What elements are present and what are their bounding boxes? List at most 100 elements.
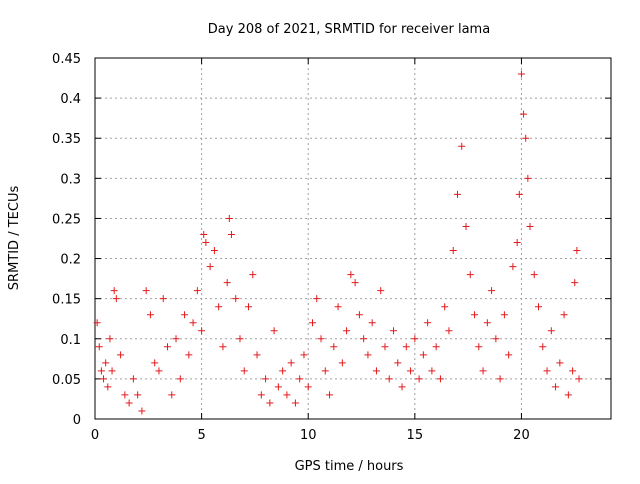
data-point: [475, 343, 483, 351]
data-point: [351, 279, 359, 287]
data-point: [102, 359, 110, 367]
data-point: [287, 359, 295, 367]
data-point: [355, 311, 363, 319]
data-point: [466, 271, 474, 279]
y-tick-label: 0.15: [52, 293, 81, 308]
data-point: [453, 190, 461, 198]
data-point: [343, 327, 351, 335]
data-point: [202, 239, 210, 247]
y-tick-label: 0.1: [60, 333, 81, 348]
data-point: [526, 222, 534, 230]
data-point: [134, 391, 142, 399]
x-tick-label: 5: [197, 428, 205, 443]
data-point: [445, 327, 453, 335]
data-point: [360, 335, 368, 343]
data-point: [223, 279, 231, 287]
data-point: [385, 375, 393, 383]
chart-title: Day 208 of 2021, SRMTID for receiver lam…: [208, 22, 490, 37]
data-point: [262, 375, 270, 383]
data-point: [138, 407, 146, 415]
data-point: [496, 375, 504, 383]
data-point: [432, 343, 440, 351]
data-point: [338, 359, 346, 367]
data-point: [517, 70, 525, 78]
data-point: [471, 311, 479, 319]
data-point: [520, 110, 528, 118]
data-point: [560, 311, 568, 319]
data-point: [189, 319, 197, 327]
data-point: [483, 319, 491, 327]
data-point: [215, 303, 223, 311]
data-point: [206, 263, 214, 271]
data-point: [556, 359, 564, 367]
data-point: [193, 287, 201, 295]
y-tick-label: 0.35: [52, 132, 81, 147]
x-axis: 0 5 10 15 20: [91, 58, 530, 443]
data-point: [125, 399, 133, 407]
data-point: [543, 367, 551, 375]
data-point: [462, 222, 470, 230]
data-point: [552, 383, 560, 391]
data-point: [500, 311, 508, 319]
data-point: [509, 263, 517, 271]
data-point: [569, 367, 577, 375]
data-point: [129, 375, 137, 383]
x-tick-label: 10: [300, 428, 317, 443]
x-tick-label: 0: [91, 428, 99, 443]
y-tick-label: 0.4: [60, 92, 81, 107]
data-point: [326, 391, 334, 399]
data-point: [270, 327, 278, 335]
data-point: [539, 343, 547, 351]
data-point: [530, 271, 538, 279]
data-point: [304, 383, 312, 391]
data-point: [266, 399, 274, 407]
data-point: [200, 230, 208, 238]
data-point: [291, 399, 299, 407]
y-tick-label: 0.2: [60, 253, 81, 268]
data-point: [104, 383, 112, 391]
data-point: [300, 351, 308, 359]
data-point: [308, 319, 316, 327]
data-point: [458, 142, 466, 150]
data-point: [159, 295, 167, 303]
data-point: [100, 375, 108, 383]
data-point: [330, 343, 338, 351]
data-point: [110, 287, 118, 295]
data-point: [176, 375, 184, 383]
y-axis: 0 0.05 0.1 0.15 0.2 0.25 0.3 0.35 0.4 0.45: [52, 52, 611, 428]
data-point: [274, 383, 282, 391]
data-point: [108, 367, 116, 375]
data-point: [321, 367, 329, 375]
y-tick-label: 0.05: [52, 373, 81, 388]
data-point: [368, 319, 376, 327]
data-point: [172, 335, 180, 343]
data-point: [117, 351, 125, 359]
data-point: [398, 383, 406, 391]
data-point: [535, 303, 543, 311]
data-point: [283, 391, 291, 399]
y-tick-label: 0.45: [52, 52, 81, 67]
data-point: [227, 230, 235, 238]
data-point: [441, 303, 449, 311]
data-point: [210, 247, 218, 255]
data-point: [513, 239, 521, 247]
data-point: [564, 391, 572, 399]
data-point: [364, 351, 372, 359]
y-tick-label: 0.3: [60, 172, 81, 187]
data-point: [249, 271, 257, 279]
data-point: [142, 287, 150, 295]
data-point: [515, 190, 523, 198]
y-tick-label: 0: [73, 413, 81, 428]
data-point: [381, 343, 389, 351]
data-point: [296, 375, 304, 383]
data-point: [95, 343, 103, 351]
x-tick-label: 20: [513, 428, 530, 443]
data-point: [377, 287, 385, 295]
data-point: [428, 367, 436, 375]
data-point: [372, 367, 380, 375]
data-point: [168, 391, 176, 399]
data-point: [240, 367, 248, 375]
data-point: [524, 174, 532, 182]
data-point: [575, 375, 583, 383]
